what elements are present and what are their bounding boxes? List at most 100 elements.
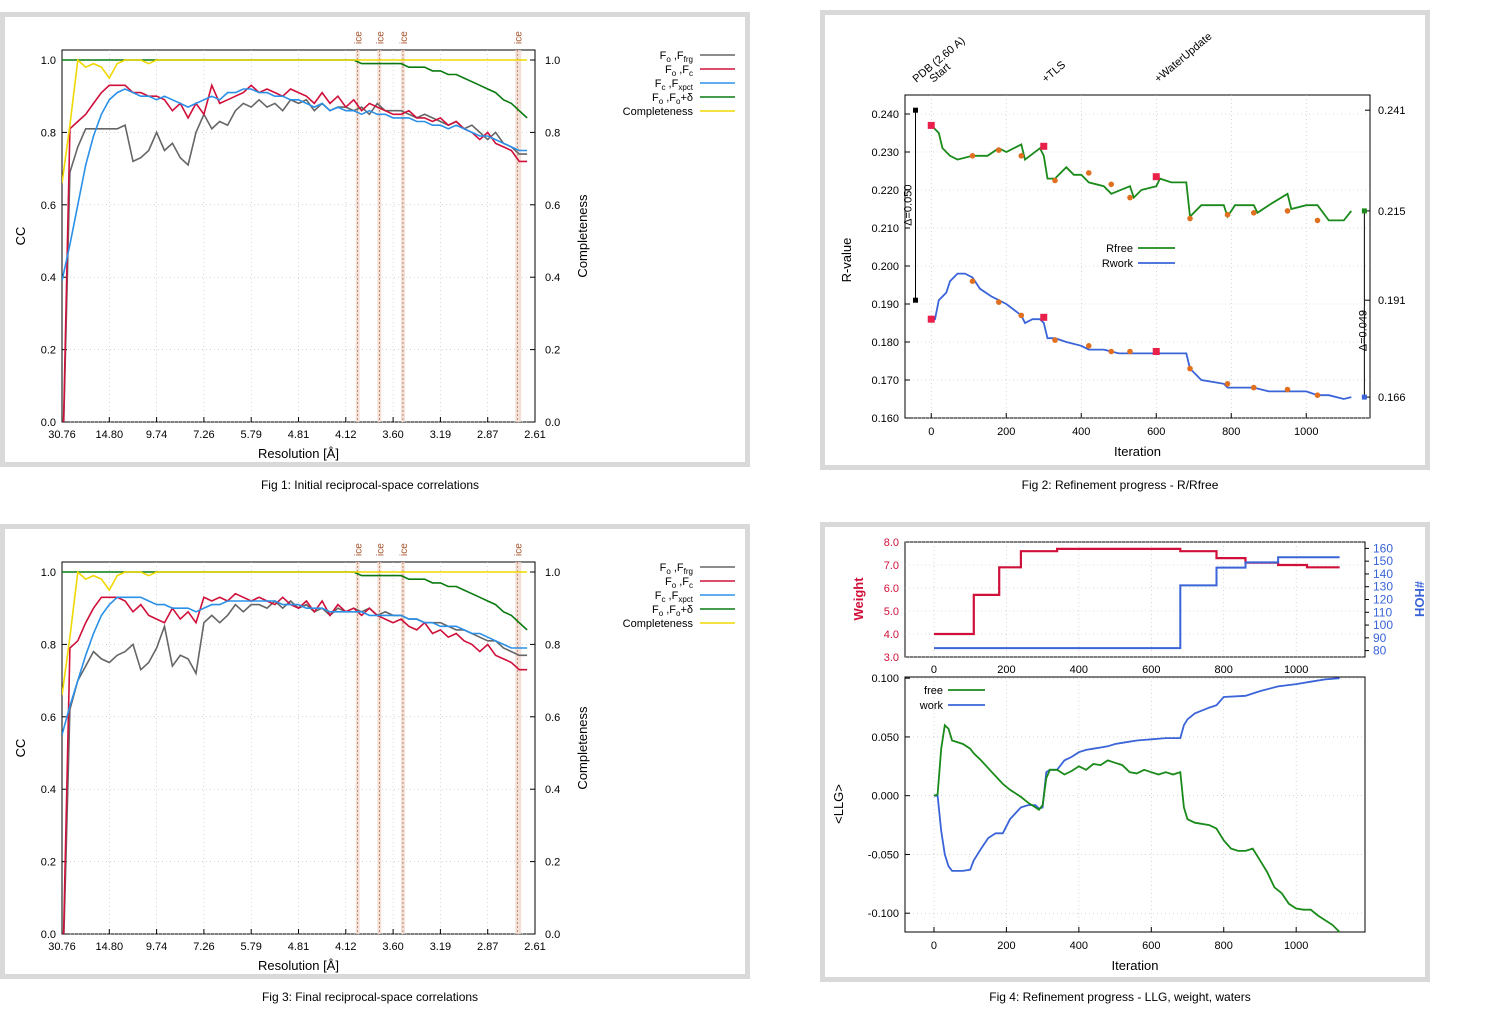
y2-tick-label: 0.0 xyxy=(545,929,560,941)
y2-tick-label: 1.0 xyxy=(545,55,560,67)
stage-marker xyxy=(1127,348,1133,355)
y-tick-label: 0.2 xyxy=(41,345,56,357)
legend-label: Completeness xyxy=(623,618,694,630)
delta-left-label: Δ=0.050 xyxy=(903,185,915,226)
x-tick-label: 2.61 xyxy=(524,941,545,953)
y2-tick-label: 1.0 xyxy=(545,567,560,579)
y2-tick-label: 0.4 xyxy=(545,784,560,796)
milestone-marker xyxy=(927,315,935,323)
hoh-tick-label: 90 xyxy=(1373,631,1387,645)
y-tick-label: 0.160 xyxy=(871,413,899,425)
ice-label: ice xyxy=(354,543,365,556)
ice-band xyxy=(515,50,522,422)
top-x-tick-label: 200 xyxy=(997,664,1015,676)
x-tick-label: 30.76 xyxy=(48,429,76,441)
y-tick-label: 0.6 xyxy=(41,712,56,724)
ice-label: ice xyxy=(399,31,410,44)
y-tick-label: 0.210 xyxy=(871,223,899,235)
fig2-chart: 0 200 400 600 800 1000 0.160 0.170 0.180 0.190 0.2… xyxy=(839,31,1406,459)
legend-label: Fo ,Ffrg xyxy=(660,562,693,576)
llg-work-line xyxy=(934,677,1340,872)
legend-label: Fo ,Fc xyxy=(665,576,693,590)
hoh-tick-label: 160 xyxy=(1373,541,1393,555)
y-tick-label: 0.8 xyxy=(41,639,56,651)
stage-marker xyxy=(1314,392,1321,399)
x-axis-label: Iteration xyxy=(1112,958,1159,973)
top-annotation: +WaterUpdate xyxy=(1152,31,1214,86)
y-axis-label: R-value xyxy=(839,238,854,283)
stage-marker xyxy=(1284,386,1291,393)
y2-tick-label: 0.215 xyxy=(1378,206,1406,218)
ice-label: ice xyxy=(399,543,410,556)
top-annotation: +TLS xyxy=(1040,59,1068,85)
x-tick-label: 30.76 xyxy=(48,941,76,953)
series-line-fo-fc xyxy=(62,82,528,422)
milestone-marker xyxy=(1040,142,1048,150)
stage-marker xyxy=(1018,153,1025,159)
delta-right-label: Δ=0.049 xyxy=(1357,310,1369,351)
stage-marker xyxy=(1108,181,1115,188)
series-line-fc-fxpct xyxy=(62,596,528,736)
legend-label-work: work xyxy=(919,700,944,712)
ice-label: ice xyxy=(375,31,386,44)
fig2-caption: Fig 2: Refinement progress - R/Rfree xyxy=(1021,478,1219,492)
y-tick-label: 1.0 xyxy=(41,567,56,579)
x-tick-label: 4.12 xyxy=(335,941,356,953)
series-line-completeness xyxy=(62,570,528,696)
series-line-fo-fc xyxy=(62,592,528,934)
y2-tick-label: 0.2 xyxy=(545,857,560,869)
x-tick-label: 0 xyxy=(931,940,937,952)
x-tick-label: 14.80 xyxy=(96,429,124,441)
stage-marker xyxy=(995,299,1002,305)
final-rfree-marker xyxy=(1361,208,1367,214)
fig4-caption: Fig 4: Refinement progress - LLG, weight… xyxy=(989,990,1251,1004)
stage-marker xyxy=(1108,348,1115,355)
legend-label-rfree: Rfree xyxy=(1106,243,1133,255)
x-tick-label: 7.26 xyxy=(193,941,214,953)
stage-marker xyxy=(1250,210,1257,216)
series-line-fo-fo-d xyxy=(62,571,528,631)
x-tick-label: 3.60 xyxy=(382,429,403,441)
x-tick-label: 2.87 xyxy=(477,941,498,953)
ice-band xyxy=(515,562,522,934)
fig3-panel: ice ice ice ice 30.76 14.80 9.74 7.26 5.79 4.81 4.… xyxy=(0,524,750,979)
x-tick-label: 400 xyxy=(1070,940,1088,952)
fig1-caption: Fig 1: Initial reciprocal-space correlat… xyxy=(260,478,480,492)
hoh-axis-label: #HOH xyxy=(1412,581,1425,617)
hoh-tick-label: 110 xyxy=(1373,605,1392,619)
hoh-tick-label: 150 xyxy=(1373,554,1393,568)
stage-marker xyxy=(1314,217,1321,224)
x-tick-label: 4.81 xyxy=(288,429,309,441)
x-tick-label: 14.80 xyxy=(96,941,124,953)
stage-marker xyxy=(1250,384,1257,391)
top-x-tick-label: 0 xyxy=(931,664,937,676)
x-tick-label: 2.61 xyxy=(524,429,545,441)
weight-tick-label: 3.0 xyxy=(884,652,899,664)
stage-marker xyxy=(969,278,976,285)
legend-label-free: free xyxy=(924,685,943,697)
stage-marker xyxy=(1085,170,1092,176)
series-line-fc-fxpct xyxy=(62,88,528,281)
y2-tick-label: 0.4 xyxy=(545,272,560,284)
ice-label: ice xyxy=(375,543,386,556)
stage-marker xyxy=(1187,215,1193,222)
x-tick-label: 3.19 xyxy=(430,429,451,441)
y2-tick-label: 0.8 xyxy=(545,127,560,139)
y-tick-label: -0.100 xyxy=(868,908,899,920)
y2-tick-label: 0.191 xyxy=(1378,295,1406,307)
milestone-marker xyxy=(1152,348,1160,355)
series-line-fo-fo-d xyxy=(62,59,528,119)
stage-marker xyxy=(1224,381,1231,387)
weight-tick-label: 4.0 xyxy=(884,629,899,641)
weight-tick-label: 8.0 xyxy=(884,537,899,549)
x-tick-label: 9.74 xyxy=(146,941,167,953)
ice-label: ice xyxy=(513,543,524,556)
series-group xyxy=(62,570,528,934)
y-tick-label: 0.000 xyxy=(871,791,899,803)
y-tick-label: 0.180 xyxy=(871,337,899,349)
pdb-rfree-marker xyxy=(913,107,918,113)
y-tick-label: 1.0 xyxy=(41,55,56,67)
y-tick-label: 0.8 xyxy=(41,127,56,139)
x-tick-label: 3.19 xyxy=(430,941,451,953)
